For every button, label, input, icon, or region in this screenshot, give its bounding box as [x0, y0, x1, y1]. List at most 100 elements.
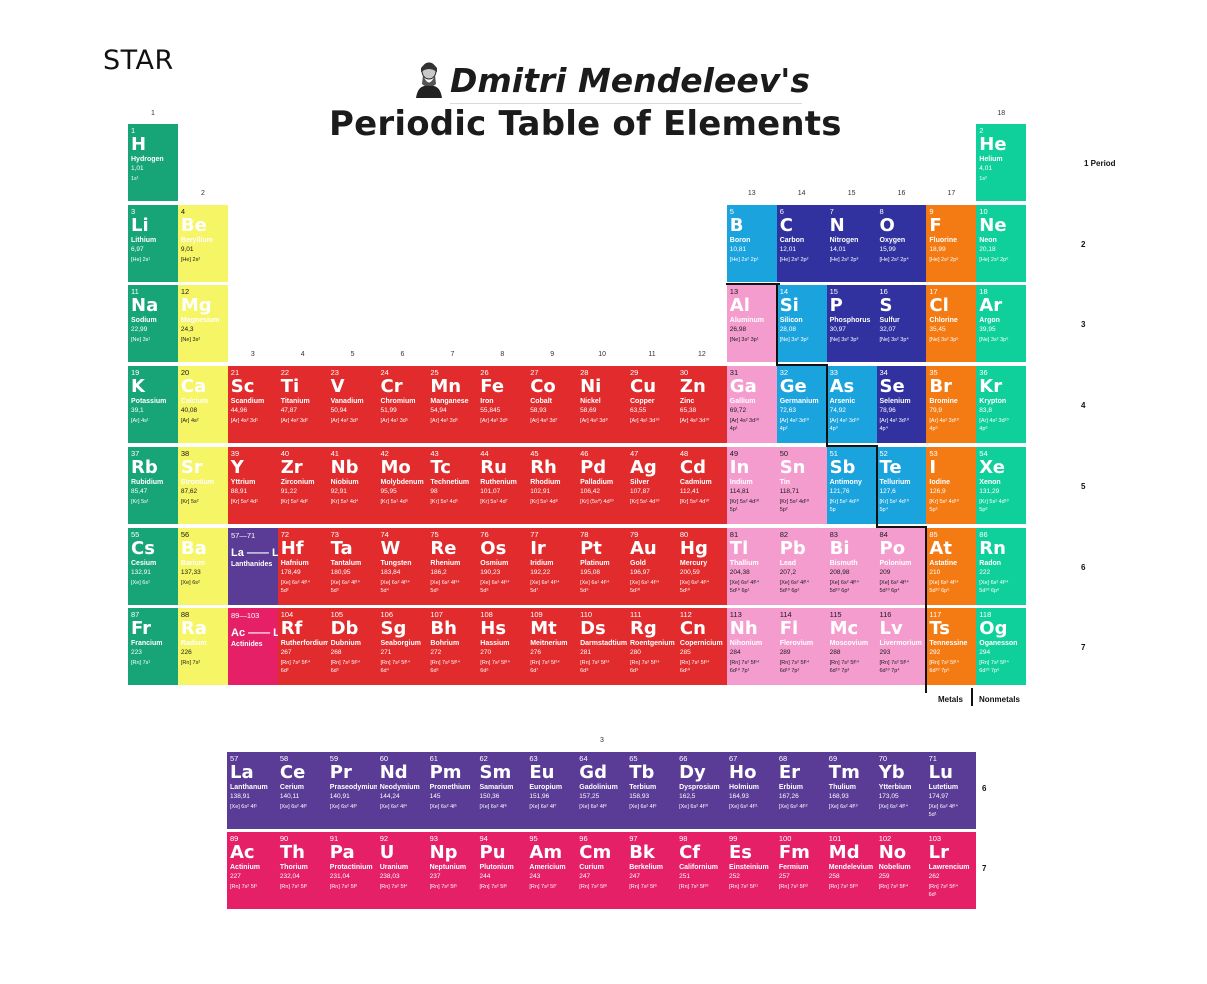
element-cell-he[interactable]: 2 He Helium 4,01 1s² — [976, 124, 1027, 201]
element-cell-cs[interactable]: 55 Cs Cesium 132,91 [Xe] 6s¹ — [128, 527, 178, 605]
element-cell-c[interactable]: 6 C Carbon 12,01 [He] 2s² 2p² — [776, 204, 827, 282]
element-cell-ba[interactable]: 56 Ba Barium 137,33 [Xe] 6s² — [177, 527, 228, 605]
element-cell-i[interactable]: 53 I Iodine 126,9 [Kr] 5s² 4d¹⁰ 5p⁵ — [926, 446, 977, 524]
element-cell-fm[interactable]: 100 Fm Fermium 257 [Rn] 7s² 5f¹² — [775, 832, 826, 909]
element-cell-cr[interactable]: 24 Cr Chromium 51,99 [Ar] 4s¹ 3d⁵ — [377, 366, 428, 444]
element-cell-ho[interactable]: 67 Ho Holmium 164,93 [Xe] 6s² 4f¹¹ — [726, 752, 776, 829]
element-cell-sn[interactable]: 50 Sn Tin 118,71 [Kr] 5s² 4d¹⁰ 5p² — [776, 446, 827, 524]
element-cell-th[interactable]: 90 Th Thorium 232,04 [Rn] 7s² 5f² — [276, 832, 327, 909]
element-cell-w[interactable]: 74 W Tungsten 183,84 [Xe] 6s² 4f¹⁴ 5d⁴ — [377, 527, 428, 605]
element-cell-rh[interactable]: 45 Rh Rhodium 102,91 [Kr] 5s¹ 4d⁸ — [527, 446, 578, 524]
element-cell-sb[interactable]: 51 Sb Antimony 121,76 [Kr] 5s² 4d¹⁰ 5p — [826, 446, 877, 524]
element-cell-al[interactable]: 13 Al Aluminum 26,98 [Ne] 3s² 3p¹ — [726, 285, 777, 363]
element-cell-na[interactable]: 11 Na Sodium 22,99 [Ne] 3s¹ — [128, 285, 178, 363]
element-cell-fl[interactable]: 114 Fl Flerovium 289 [Rn] 7s² 5f¹⁴ 6d¹⁰ 7p² — [776, 608, 827, 686]
element-cell-hs[interactable]: 108 Hs Hassium 270 [Rn] 7s² 5f¹⁴ 6d⁶ — [477, 608, 528, 686]
element-cell-fr[interactable]: 87 Fr Francium 223 [Rn] 7s¹ — [128, 608, 178, 686]
element-cell-p[interactable]: 15 P Phosphorus 30,97 [Ne] 3s² 3p³ — [826, 285, 877, 363]
element-cell-nh[interactable]: 113 Nh Nihonium 284 [Rn] 7s² 5f¹⁴ 6d¹⁰ 7p¹ — [726, 608, 777, 686]
element-cell-mc[interactable]: 115 Mc Moscovium 288 [Rn] 7s² 5f¹⁴ 6d¹⁰ 7p³ — [826, 608, 877, 686]
element-cell-ra[interactable]: 88 Ra Radium 226 [Rn] 7s² — [177, 608, 228, 686]
element-cell-po[interactable]: 84 Po Polonium 209 [Xe] 6s² 4f¹⁴ 5d¹⁰ 6p⁴ — [876, 527, 927, 605]
element-cell-sm[interactable]: 62 Sm Samarium 150,36 [Xe] 6s² 4f⁶ — [476, 752, 527, 829]
element-cell-br[interactable]: 35 Br Bromine 79,9 [Ar] 4s² 3d¹⁰ 4p⁵ — [926, 366, 977, 444]
element-cell-nd[interactable]: 60 Nd Neodymium 144,24 [Xe] 6s² 4f⁴ — [376, 752, 427, 829]
element-cell-lr[interactable]: 103 Lr Lawrencium 262 [Rn] 7s² 5f¹⁴ 6d¹ — [925, 832, 976, 909]
element-cell-v[interactable]: 23 V Vanadium 50,94 [Ar] 4s² 3d³ — [327, 366, 378, 444]
element-cell-bk[interactable]: 97 Bk Berkelium 247 [Rn] 7s² 5f⁹ — [626, 832, 677, 909]
element-cell-ga[interactable]: 31 Ga Gallium 69,72 [Ar] 4s² 3d¹⁰ 4p¹ — [726, 366, 777, 444]
element-cell-la[interactable]: 57 La Lanthanum 138,91 [Xe] 6s² 4f¹ — [227, 752, 277, 829]
element-cell-no[interactable]: 102 No Nobelium 259 [Rn] 7s² 5f¹⁴ — [875, 832, 926, 909]
element-cell-pb[interactable]: 82 Pb Lead 207,2 [Xe] 6s² 4f¹⁴ 5d¹⁰ 6p² — [776, 527, 827, 605]
element-cell-kr[interactable]: 36 Kr Krypton 83,8 [Ar] 4s² 3d¹⁰ 4p⁶ — [976, 366, 1027, 444]
element-cell-ac[interactable]: 89 Ac Actinium 227 [Rn] 7s² 5f¹ — [227, 832, 277, 909]
element-cell-pr[interactable]: 59 Pr Praseodymium 140,91 [Xe] 6s² 4f³ — [326, 752, 377, 829]
element-cell-re[interactable]: 75 Re Rhenium 186,2 [Xe] 6s² 4f¹⁴ 5d⁵ — [427, 527, 478, 605]
element-cell-cd[interactable]: 48 Cd Cadmium 112,41 [Kr] 5s² 4d¹⁰ — [676, 446, 727, 524]
element-cell-pu[interactable]: 94 Pu Plutonium 244 [Rn] 7s² 5f⁶ — [476, 832, 527, 909]
element-cell-md[interactable]: 101 Md Mendelevium 258 [Rn] 7s² 5f¹³ — [825, 832, 876, 909]
element-cell-ni[interactable]: 28 Ni Nickel 58,69 [Ar] 4s² 3d⁸ — [577, 366, 628, 444]
element-cell-ir[interactable]: 77 Ir Iridium 192,22 [Xe] 6s² 4f¹⁴ 5d⁷ — [527, 527, 578, 605]
element-cell-pd[interactable]: 46 Pd Palladium 106,42 [Kr] (5s⁰) 4d¹⁰ — [577, 446, 628, 524]
element-cell-ca[interactable]: 20 Ca Calcium 40,08 [Ar] 4s² — [177, 366, 228, 444]
element-cell-f[interactable]: 9 F Fluorine 18,99 [He] 2s² 2p⁵ — [926, 204, 977, 282]
element-cell-cm[interactable]: 96 Cm Curium 247 [Rn] 7s² 5f⁸ — [576, 832, 627, 909]
element-cell-db[interactable]: 105 Db Dubnium 268 [Rn] 7s² 5f¹⁴ 6d³ — [327, 608, 378, 686]
element-cell-bi[interactable]: 83 Bi Bismuth 208,98 [Xe] 6s² 4f¹⁴ 5d¹⁰ 6p³ — [826, 527, 877, 605]
element-cell-ta[interactable]: 73 Ta Tantalum 180,95 [Xe] 6s² 4f¹⁴ 5d³ — [327, 527, 378, 605]
element-cell-tm[interactable]: 69 Tm Thulium 168,93 [Xe] 6s² 4f¹³ — [825, 752, 876, 829]
element-cell-se[interactable]: 34 Se Selenium 78,96 [Ar] 4s² 3d¹⁰ 4p⁴ — [876, 366, 927, 444]
element-cell-eu[interactable]: 63 Eu Europium 151,96 [Xe] 6s² 4f⁷ — [526, 752, 577, 829]
element-cell-be[interactable]: 4 Be Beryllium 9,01 [He] 2s² — [177, 204, 228, 282]
element-cell-ar[interactable]: 18 Ar Argon 39,95 [Ne] 3s² 3p⁶ — [976, 285, 1027, 363]
element-cell-tl[interactable]: 81 Tl Thallium 204,38 [Xe] 6s² 4f¹⁴ 5d¹⁰ 6p¹ — [726, 527, 777, 605]
element-cell-te[interactable]: 52 Te Tellurium 127,6 [Kr] 5s² 4d¹⁰ 5p⁴ — [876, 446, 927, 524]
element-cell-pm[interactable]: 61 Pm Promethium 145 [Xe] 6s² 4f⁵ — [426, 752, 477, 829]
element-cell-b[interactable]: 5 B Boron 10,81 [He] 2s² 2p¹ — [726, 204, 777, 282]
element-cell-rn[interactable]: 86 Rn Radon 222 [Xe] 6s² 4f¹⁴ 5d¹⁰ 6p⁶ — [976, 527, 1027, 605]
element-cell-yb[interactable]: 70 Yb Ytterbium 173,05 [Xe] 6s² 4f¹⁴ — [875, 752, 926, 829]
element-cell-ce[interactable]: 58 Ce Cerium 140,11 [Xe] 6s² 4f² — [276, 752, 327, 829]
element-cell-rf[interactable]: 104 Rf Rutherfordium 267 [Rn] 7s² 5f¹⁴ 6d² — [277, 608, 328, 686]
element-cell-au[interactable]: 79 Au Gold 196,97 [Xe] 6s¹ 4f¹⁴ 5d¹⁰ — [627, 527, 677, 605]
element-cell-h[interactable]: 1 H Hydrogen 1,01 1s¹ — [128, 124, 178, 201]
element-cell-mn[interactable]: 25 Mn Manganese 54,94 [Ar] 4s² 3d⁵ — [427, 366, 478, 444]
element-cell-cu[interactable]: 29 Cu Copper 63,55 [Ar] 4s¹ 3d¹⁰ — [627, 366, 677, 444]
element-cell-og[interactable]: 118 Og Oganesson 294 [Rn] 7s² 5f¹⁴ 6d¹⁰ 7p⁶ — [976, 608, 1027, 686]
element-cell-bh[interactable]: 107 Bh Bohrium 272 [Rn] 7s² 5f¹⁴ 6d⁵ — [427, 608, 478, 686]
element-cell-li[interactable]: 3 Li Lithium 6,97 [He] 2s¹ — [128, 204, 178, 282]
element-cell-ge[interactable]: 32 Ge Germanium 72,63 [Ar] 4s² 3d¹⁰ 4p² — [776, 366, 827, 444]
element-cell-ti[interactable]: 22 Ti Titanium 47,87 [Ar] 4s² 3d² — [277, 366, 328, 444]
element-cell-zn[interactable]: 30 Zn Zinc 65,38 [Ar] 4s² 3d¹⁰ — [676, 366, 727, 444]
element-cell-fe[interactable]: 26 Fe Iron 55,845 [Ar] 4s² 3d⁶ — [477, 366, 528, 444]
element-cell-am[interactable]: 95 Am Americium 243 [Rn] 7s² 5f⁷ — [526, 832, 577, 909]
element-cell-si[interactable]: 14 Si Silicon 28,08 [Ne] 3s² 3p² — [776, 285, 827, 363]
element-cell-hg[interactable]: 80 Hg Mercury 200,59 [Xe] 6s² 4f¹⁴ 5d¹⁰ — [676, 527, 727, 605]
element-cell-hf[interactable]: 72 Hf Hafnium 178,49 [Xe] 6s² 4f¹⁴ 5d² — [277, 527, 328, 605]
element-cell-y[interactable]: 39 Y Yttrium 88,91 [Kr] 5s² 4d¹ — [227, 446, 278, 524]
element-cell-at[interactable]: 85 At Astatine 210 [Xe] 6s² 4f¹⁴ 5d¹⁰ 6p⁵ — [926, 527, 977, 605]
element-cell-rb[interactable]: 37 Rb Rubidium 85,47 [Kr] 5s¹ — [128, 446, 178, 524]
element-cell-zr[interactable]: 40 Zr Zirconium 91,22 [Kr] 5s² 4d² — [277, 446, 328, 524]
element-cell-as[interactable]: 33 As Arsenic 74,92 [Ar] 4s² 3d¹⁰ 4p³ — [826, 366, 877, 444]
element-cell-ds[interactable]: 110 Ds Darmstadtium 281 [Rn] 7s² 5f¹⁴ 6d⁸ — [577, 608, 628, 686]
element-cell-u[interactable]: 92 U Uranium 238,03 [Rn] 7s² 5f⁴ — [376, 832, 427, 909]
element-cell-co[interactable]: 27 Co Cobalt 58,93 [Ar] 4s² 3d⁷ — [527, 366, 578, 444]
element-cell-gd[interactable]: 64 Gd Gadolinium 157,25 [Xe] 6s² 4f⁸ — [576, 752, 627, 829]
element-cell-cf[interactable]: 98 Cf Californium 251 [Rn] 7s² 5f¹⁰ — [676, 832, 727, 909]
element-cell-mt[interactable]: 109 Mt Meitnerium 276 [Rn] 7s² 5f¹⁴ 6d⁷ — [527, 608, 578, 686]
element-cell-nb[interactable]: 41 Nb Niobium 92,91 [Kr] 5s¹ 4d⁴ — [327, 446, 378, 524]
element-cell-n[interactable]: 7 N Nitrogen 14,01 [He] 2s² 2p³ — [826, 204, 877, 282]
element-cell-mg[interactable]: 12 Mg Magnesium 24,3 [Ne] 3s² — [177, 285, 228, 363]
element-cell-tb[interactable]: 65 Tb Terbium 158,93 [Xe] 6s² 4f⁹ — [626, 752, 677, 829]
element-cell-ts[interactable]: 117 Ts Tennessine 292 [Rn] 7s² 5f¹⁴ 6d¹⁰ 7p⁵ — [926, 608, 977, 686]
element-cell-s[interactable]: 16 S Sulfur 32,07 [Ne] 3s² 3p⁴ — [876, 285, 927, 363]
element-cell-ag[interactable]: 47 Ag Silver 107,87 [Kr] 5s¹ 4d¹⁰ — [627, 446, 677, 524]
element-cell-cl[interactable]: 17 Cl Chlorine 35,45 [Ne] 3s² 3p⁵ — [926, 285, 977, 363]
element-cell-pt[interactable]: 78 Pt Platinum 195,08 [Xe] 6s¹ 4f¹⁴ 5d⁹ — [577, 527, 628, 605]
element-cell-pa[interactable]: 91 Pa Protactinium 231,04 [Rn] 7s² 5f³ — [326, 832, 377, 909]
element-cell-cn[interactable]: 112 Cn Copernicium 285 [Rn] 7s² 5f¹⁴ 6d¹⁰ — [676, 608, 727, 686]
element-cell-sr[interactable]: 38 Sr Strontium 87,62 [Kr] 5s² — [177, 446, 228, 524]
